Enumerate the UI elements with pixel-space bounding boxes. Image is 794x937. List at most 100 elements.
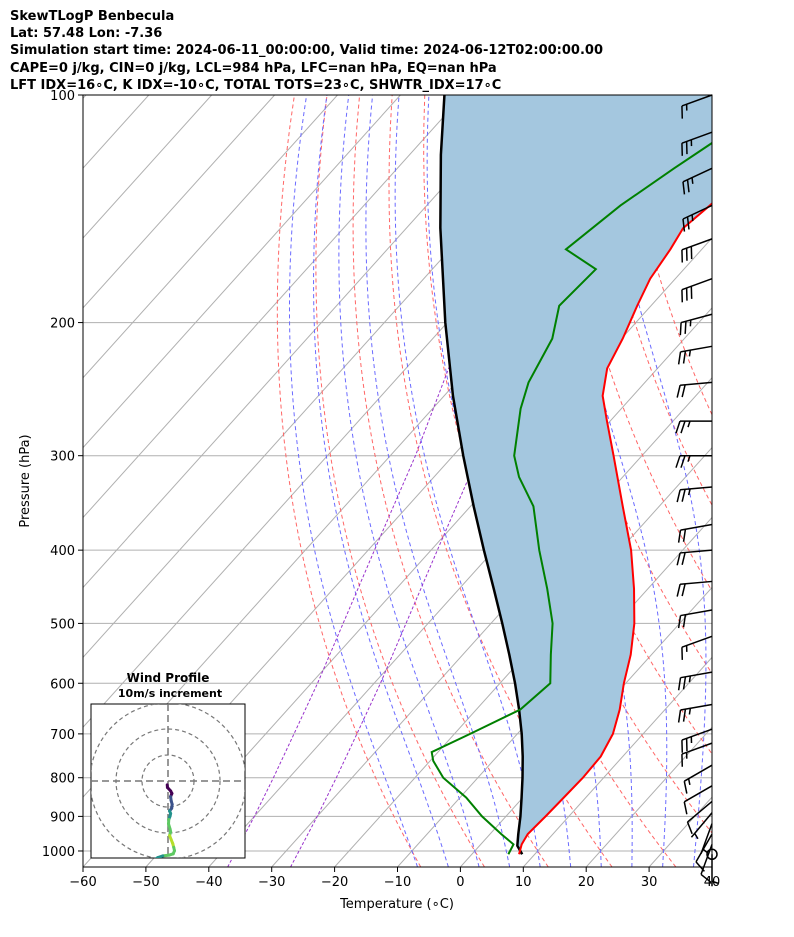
barb-flag [680, 420, 686, 434]
barb-shaft [681, 94, 713, 107]
y-tick-label: 300 [50, 450, 75, 465]
wind-barb [677, 609, 713, 629]
barb-flag [681, 552, 686, 565]
y-tick-label: 400 [50, 544, 75, 559]
chart-title-block: SkewTLogP Benbecula Lat: 57.48 Lon: -7.3… [10, 8, 603, 94]
barb-flag [675, 420, 681, 434]
barb-shaft [680, 486, 713, 491]
wind-barb [679, 313, 713, 336]
barb-half-flag [694, 833, 699, 840]
barb-shaft [681, 278, 713, 291]
wind-barb [690, 812, 713, 840]
wind-barb [681, 94, 713, 119]
barb-flag [686, 179, 690, 193]
barb-flag [676, 489, 681, 503]
barb-flag [686, 216, 690, 230]
wind-barb [681, 238, 713, 263]
wind-barb [677, 703, 713, 723]
wind-barb [681, 131, 713, 156]
barb-flag [677, 529, 682, 543]
y-tick-label: 500 [50, 617, 75, 632]
isotherm-line [83, 95, 464, 519]
y-tick-label: 600 [50, 677, 75, 692]
barb-half-flag [691, 214, 694, 222]
barb-shaft [681, 728, 713, 741]
barb-flag [682, 614, 687, 628]
barb-flag [676, 385, 681, 398]
x-tick-label: −50 [132, 875, 159, 890]
barb-shaft [681, 238, 713, 251]
y-tick-label: 900 [50, 810, 75, 825]
moist-adiabat [599, 95, 707, 867]
barb-half-flag [688, 675, 692, 683]
isotherm-line [83, 95, 275, 309]
barb-shaft [680, 313, 713, 324]
barb-half-flag [691, 177, 694, 184]
barb-shaft [681, 131, 713, 144]
barb-shaft [683, 785, 713, 803]
barb-shaft [680, 381, 713, 386]
barb-flag [682, 350, 687, 364]
barb-shaft [690, 812, 713, 838]
barb-flag [677, 351, 682, 365]
y-axis-label: Pressure (hPa) [18, 434, 33, 527]
y-tick-label: 1000 [42, 845, 75, 860]
x-axis-label: Temperature (∘C) [339, 897, 454, 912]
cape-line: CAPE=0 j/kg, CIN=0 j/kg, LCL=984 hPa, LF… [10, 60, 497, 76]
x-tick-label: 30 [641, 875, 658, 890]
barb-flag [677, 677, 682, 691]
barb-shaft [682, 204, 713, 220]
x-tick-label: −30 [258, 875, 285, 890]
dewpoint-line [430, 141, 712, 855]
hodograph-segment [152, 860, 153, 861]
y-tick-label: 700 [50, 728, 75, 743]
isotherm-line [711, 866, 712, 867]
wind-barb [682, 167, 713, 195]
isotherm-line [334, 446, 712, 867]
wind-barb [676, 549, 713, 566]
barb-flag [682, 181, 686, 195]
x-tick-label: 20 [578, 875, 595, 890]
mixing-ratio-line [290, 95, 622, 867]
barb-half-flag [687, 488, 691, 496]
isotherm-line [83, 95, 213, 239]
dry-adiabat [352, 95, 549, 867]
barb-flag [679, 322, 682, 336]
barb-flag [682, 529, 687, 542]
barb-shaft [680, 671, 713, 679]
barb-flag [682, 676, 687, 690]
isotherm-line [397, 516, 712, 867]
barb-shaft [682, 167, 713, 183]
barb-flag [680, 455, 686, 468]
x-tick-label: −60 [69, 875, 96, 890]
barb-flag [677, 615, 682, 629]
wind-barb [695, 833, 713, 872]
wind-barb [681, 635, 713, 660]
barb-shaft [680, 703, 713, 711]
barb-flag [681, 384, 686, 398]
barb-shaft [681, 742, 713, 755]
parcel-line [439, 95, 524, 855]
barb-half-flag [687, 778, 691, 786]
wind-barb [677, 345, 713, 365]
barb-shaft [680, 549, 713, 554]
wind-barb [676, 486, 713, 503]
wind-barb [677, 523, 713, 543]
moist-adiabat [288, 95, 419, 867]
inset-plot [91, 704, 245, 861]
wind-barb [683, 764, 713, 794]
isotherm-line [83, 95, 87, 99]
y-tick-label: 100 [50, 89, 75, 104]
wind-barb [686, 800, 713, 835]
wind-barb [681, 728, 713, 753]
inset-title: Wind Profile [127, 671, 210, 685]
isotherm-line [83, 95, 401, 449]
y-tick-label: 800 [50, 772, 75, 787]
barb-half-flag [711, 880, 719, 884]
temperature-line [518, 202, 712, 855]
barb-half-flag [687, 420, 691, 428]
calm-wind-circle [706, 848, 718, 860]
dry-adiabat [423, 95, 677, 867]
barb-half-flag [688, 708, 692, 715]
barb-flag [683, 801, 688, 815]
